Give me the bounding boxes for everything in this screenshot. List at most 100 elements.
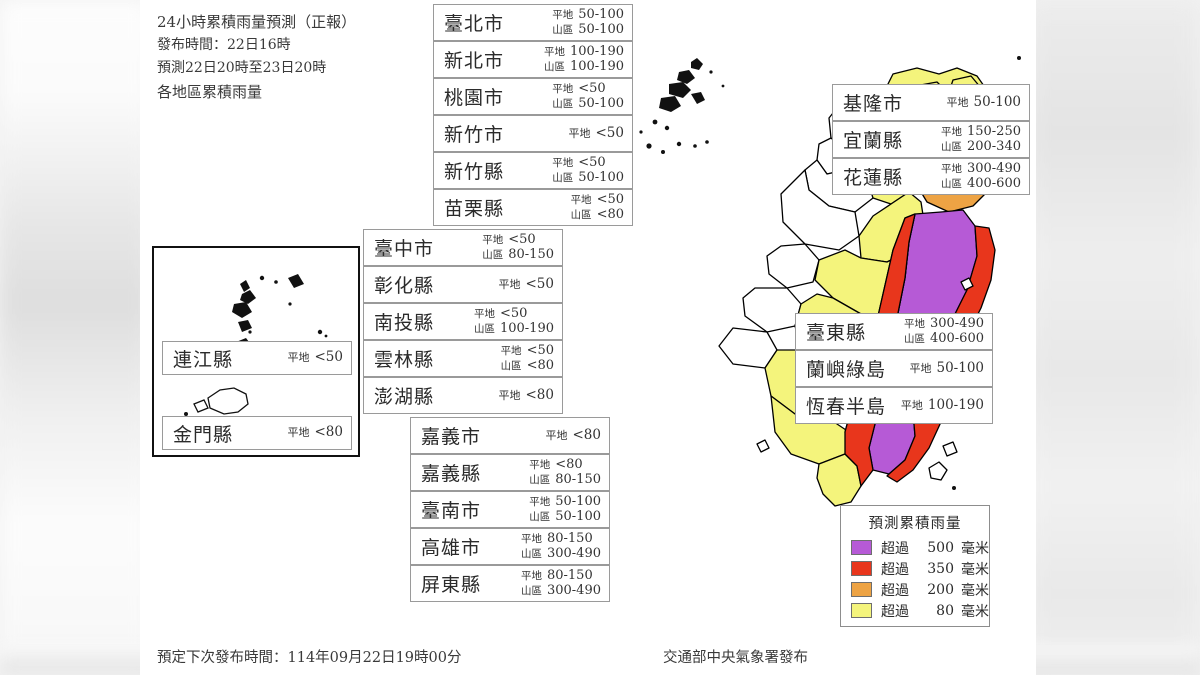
region-values: 平地 <50 山區 <80 xyxy=(570,192,624,222)
region-values: 平地 <50 山區 <80 xyxy=(500,343,554,373)
region-values: 平地 300-490 山區 400-600 xyxy=(903,316,984,346)
mountain-label: 山區 xyxy=(543,60,565,73)
infobox-nantou[interactable]: 南投縣 平地 <50 山區 100-190 xyxy=(363,303,563,340)
region-name: 高雄市 xyxy=(421,537,482,559)
region-name: 嘉義縣 xyxy=(421,463,482,485)
plain-value: 80-150 xyxy=(546,530,593,546)
region-name: 基隆市 xyxy=(843,93,904,115)
infobox-hengchun[interactable]: 恆春半島 平地 100-190 xyxy=(795,387,993,424)
region-values: 平地 100-190 xyxy=(900,397,984,413)
region-values: 平地 100-190 山區 100-190 xyxy=(543,43,624,74)
region-name: 新北市 xyxy=(444,50,505,72)
region-values: 平地 300-490 山區 400-600 xyxy=(940,160,1021,191)
region-name: 彰化縣 xyxy=(374,275,435,297)
infobox-chiayi-county[interactable]: 嘉義縣 平地 <80 山區 80-150 xyxy=(410,454,610,491)
infobox-keelung[interactable]: 基隆市 平地 50-100 xyxy=(832,84,1030,121)
plain-label: 平地 xyxy=(900,398,923,412)
region-name: 臺東縣 xyxy=(806,322,867,344)
header-forecast-period: 預測22日20時至23日20時 xyxy=(157,59,327,76)
infobox-pingtung[interactable]: 屏東縣 平地 80-150 山區 300-490 xyxy=(410,565,610,602)
forecast-page: 24小時累積雨量預測（正報） 發布時間：22日16時 預測22日20時至23日2… xyxy=(140,0,1036,675)
legend-unit: 毫米 xyxy=(961,603,989,620)
plain-label: 平地 xyxy=(287,351,310,365)
region-values: 平地 <50 xyxy=(288,350,344,365)
infobox-taoyuan[interactable]: 桃園市 平地 <50 山區 50-100 xyxy=(433,78,633,115)
region-name: 臺南市 xyxy=(421,500,482,522)
infobox-new-taipei[interactable]: 新北市 平地 100-190 山區 100-190 xyxy=(433,41,633,78)
mountain-label: 山區 xyxy=(940,177,962,190)
plain-value: 50-100 xyxy=(555,493,601,509)
region-name: 臺北市 xyxy=(444,13,505,35)
plain-label: 平地 xyxy=(500,344,522,357)
infobox-taipei[interactable]: 臺北市 平地 50-100 山區 50-100 xyxy=(433,4,633,41)
legend-swatch-500 xyxy=(851,540,872,555)
plain-label: 平地 xyxy=(498,277,521,291)
mountain-label: 山區 xyxy=(473,322,495,335)
region-values: 平地 <80 xyxy=(288,425,344,440)
mountain-value: 200-340 xyxy=(966,138,1021,154)
mountain-value: 50-100 xyxy=(578,95,624,111)
plain-label: 平地 xyxy=(570,193,592,206)
region-name: 屏東縣 xyxy=(421,574,482,596)
mountain-label: 山區 xyxy=(552,97,574,110)
plain-value: <80 xyxy=(525,386,555,403)
plain-value: <50 xyxy=(578,154,606,170)
mountain-label: 山區 xyxy=(570,208,592,221)
legend-value: 500 xyxy=(927,539,954,556)
background-blur-right xyxy=(1025,0,1200,675)
infobox-hualien[interactable]: 花蓮縣 平地 300-490 山區 400-600 xyxy=(832,158,1030,195)
region-name: 新竹市 xyxy=(444,124,505,146)
mountain-value: 100-190 xyxy=(569,58,624,74)
plain-label: 平地 xyxy=(482,233,504,246)
infobox-kaohsiung[interactable]: 高雄市 平地 80-150 山區 300-490 xyxy=(410,528,610,565)
plain-value: 300-490 xyxy=(966,160,1021,176)
infobox-miaoli[interactable]: 苗栗縣 平地 <50 山區 <80 xyxy=(433,189,633,226)
legend-over-label: 超過 xyxy=(881,540,909,557)
infobox-yilan[interactable]: 宜蘭縣 平地 150-250 山區 200-340 xyxy=(832,121,1030,158)
mountain-value: 400-600 xyxy=(966,175,1021,191)
infobox-penghu[interactable]: 澎湖縣 平地 <80 xyxy=(363,377,563,414)
plain-value: <80 xyxy=(572,426,602,443)
infobox-tainan[interactable]: 臺南市 平地 50-100 山區 50-100 xyxy=(410,491,610,528)
plain-label: 平地 xyxy=(473,307,495,320)
plain-label: 平地 xyxy=(946,95,969,109)
infobox-lienchiang[interactable]: 連江縣 平地 <50 xyxy=(162,341,352,375)
kinmen-islets xyxy=(193,387,249,415)
legend-over-label: 超過 xyxy=(881,582,909,599)
mountain-value: 80-150 xyxy=(555,471,601,487)
mountain-label: 山區 xyxy=(903,332,925,345)
plain-label: 平地 xyxy=(903,317,925,330)
mountain-value: 50-100 xyxy=(555,508,601,524)
infobox-yunlin[interactable]: 雲林縣 平地 <50 山區 <80 xyxy=(363,340,563,377)
rainfall-legend: 預測累積雨量 超過 500 毫米 超過 350 毫米 超過 200 毫米 超過 … xyxy=(840,505,990,627)
plain-label: 平地 xyxy=(520,532,542,545)
region-name: 嘉義市 xyxy=(421,426,482,448)
infobox-chiayi-city[interactable]: 嘉義市 平地 <80 xyxy=(410,417,610,454)
region-name: 金門縣 xyxy=(173,423,234,446)
plain-value: <50 xyxy=(595,124,625,141)
plain-label: 平地 xyxy=(529,458,551,471)
region-name: 雲林縣 xyxy=(374,349,435,371)
plain-value: <80 xyxy=(555,456,583,472)
region-values: 平地 80-150 山區 300-490 xyxy=(520,568,601,598)
region-values: 平地 <80 xyxy=(499,386,555,403)
infobox-hsinchu-county[interactable]: 新竹縣 平地 <50 山區 50-100 xyxy=(433,152,633,189)
infobox-lanyu-ludao[interactable]: 蘭嶼綠島 平地 50-100 xyxy=(795,350,993,387)
region-values: 平地 <50 xyxy=(569,124,625,141)
plain-value: 100-190 xyxy=(569,43,624,59)
region-name: 臺中市 xyxy=(374,238,435,260)
infobox-taichung[interactable]: 臺中市 平地 <50 山區 80-150 xyxy=(363,229,563,266)
legend-title: 預測累積雨量 xyxy=(868,516,962,532)
plain-label: 平地 xyxy=(520,569,542,582)
mountain-label: 山區 xyxy=(529,510,551,523)
infobox-hsinchu-city[interactable]: 新竹市 平地 <50 xyxy=(433,115,633,152)
legend-over-label: 超過 xyxy=(881,603,909,620)
infobox-kinmen[interactable]: 金門縣 平地 <80 xyxy=(162,416,352,450)
plain-value: 50-100 xyxy=(973,93,1021,110)
mountain-value: 300-490 xyxy=(546,545,601,561)
legend-value: 80 xyxy=(936,602,954,619)
infobox-taitung[interactable]: 臺東縣 平地 300-490 山區 400-600 xyxy=(795,313,993,350)
infobox-changhua[interactable]: 彰化縣 平地 <50 xyxy=(363,266,563,303)
mountain-label: 山區 xyxy=(482,248,504,261)
mountain-label: 山區 xyxy=(500,359,522,372)
